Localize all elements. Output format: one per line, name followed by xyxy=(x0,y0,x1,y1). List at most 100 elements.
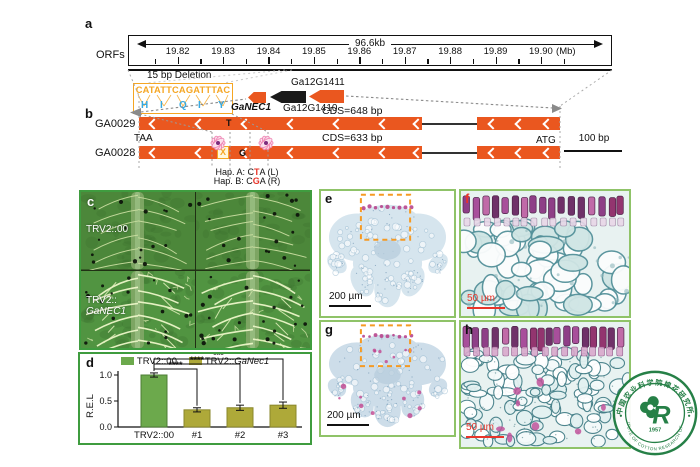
leaf-photo xyxy=(81,270,195,348)
ruler-minor-tick xyxy=(291,59,293,64)
scale-text: 50 µm xyxy=(467,293,495,304)
span-length-label: 96.6kb xyxy=(354,38,386,49)
svg-text:0.5: 0.5 xyxy=(99,396,112,406)
logo-year: 1957 xyxy=(649,428,661,434)
exon-chevron-icon xyxy=(487,117,499,130)
orfs-label: ORFs xyxy=(96,49,125,61)
bp-scale-label: 100 bp xyxy=(578,133,610,144)
panel-a-label: a xyxy=(85,16,93,31)
ruler-tick-label: 19.83 xyxy=(211,46,235,57)
flower-doodle-icon xyxy=(258,135,274,151)
scale-text: 200 µm xyxy=(329,291,363,302)
ruler-minor-tick xyxy=(336,59,338,64)
svg-text:R.E.L: R.E.L xyxy=(85,394,96,418)
scale-bar xyxy=(327,424,369,426)
ruler-tick-label: 19.84 xyxy=(256,46,281,57)
exon-chevron-icon xyxy=(542,146,554,159)
cds-label-648: CDS=648 bp xyxy=(322,105,383,117)
ga0028-intron-line xyxy=(422,152,477,154)
arrowhead-right-icon xyxy=(594,40,603,48)
exon-chevron-icon xyxy=(148,146,160,159)
exon-chevron-icon xyxy=(286,146,298,159)
legend-swatch-olive xyxy=(188,357,202,365)
panel-f-tissue-detail: f 50 µm xyxy=(459,189,631,318)
x-axis-label: #3 xyxy=(278,430,289,441)
ruler-minor-tick xyxy=(427,59,429,64)
haplotype-b-label: Hap. B: CGA (R) xyxy=(213,176,281,186)
exon-chevron-icon xyxy=(194,117,206,130)
exon-chevron-icon xyxy=(542,117,554,130)
svg-text:R: R xyxy=(652,401,671,429)
panel-b-label: b xyxy=(85,106,93,121)
significance-stars: **** xyxy=(168,360,183,370)
panel-c-label: c xyxy=(87,194,95,209)
ga12g1411-gene-arrow-icon xyxy=(309,90,344,103)
row-label-ga0028: GA0028 xyxy=(95,147,136,159)
exon-chevron-icon xyxy=(514,146,526,159)
exon-chevron-icon xyxy=(286,117,298,130)
deletion-sequence-box: CATATTCAGATTTAC H I Q I Y xyxy=(133,83,233,114)
ruler-tick xyxy=(268,57,270,64)
legend-swatch-green xyxy=(120,357,134,365)
ruler-minor-tick xyxy=(518,59,520,64)
treatment-label-silenced-gene: GaNEC1 xyxy=(86,306,127,317)
leaf-photo xyxy=(81,192,195,270)
ruler-tick xyxy=(495,57,497,64)
span-arrow: 96.6kb xyxy=(137,39,603,49)
ruler-tick xyxy=(540,57,543,64)
exon-chevron-icon xyxy=(240,117,252,130)
genomic-arrowhead-right-icon xyxy=(552,104,562,113)
snp-variant-g: G xyxy=(239,148,247,158)
ruler-minor-tick xyxy=(245,59,248,64)
micrograph-cross-section xyxy=(321,322,454,435)
amino-acid: I xyxy=(198,100,201,111)
ruler-tick-label: 19.89 xyxy=(483,46,508,57)
ruler-tick xyxy=(223,57,225,64)
start-codon-label: ATG xyxy=(536,135,556,146)
panel-d-expression-chart: d TRV2::00 TRV2::GaNec1 0.0 0.5 1.0 R.E.L TR… xyxy=(78,352,312,445)
bp-scale-bar xyxy=(564,150,622,152)
panel-c-leaf-images: c TRV2::00 TRV2:: GaNEC1 xyxy=(79,190,312,350)
exon-chevron-icon xyxy=(148,117,160,130)
panel-e-cross-section: e 200 µm xyxy=(319,189,456,318)
panel-f-label: f xyxy=(465,191,470,206)
scale-text: 200 µm xyxy=(327,410,361,421)
legend-item-silenced: TRV2::GaNec1 xyxy=(188,356,269,367)
ruler-tick xyxy=(450,57,452,64)
scale-bar xyxy=(466,436,504,438)
ga0029-exon-bar xyxy=(139,117,424,130)
panel-h-tissue-detail: h 50 µm xyxy=(459,320,631,449)
treatment-label-silenced-prefix: TRV2:: xyxy=(86,295,117,306)
exon-chevron-icon xyxy=(378,146,390,159)
cds-label-633: CDS=633 bp xyxy=(322,132,383,144)
ruler-unit-label: (Mb) xyxy=(556,46,576,57)
ruler-minor-tick xyxy=(200,59,202,64)
x-axis-label: TRV2::00 xyxy=(134,430,174,441)
ga0028-exon-bar xyxy=(139,146,424,159)
ruler-tick-label: 19.90 xyxy=(529,46,553,57)
ruler-tick-label: 19.85 xyxy=(302,46,326,57)
x-axis-label: #2 xyxy=(235,430,246,441)
arrowhead-left-icon xyxy=(137,40,146,48)
genomic-ruler: 96.6kb 19.82 19.83 19.84 19.85 19.86 19.87 19.… xyxy=(128,35,612,66)
ruler-tick xyxy=(404,57,406,64)
institute-logo: 中国农业科学院棉花研究所 INSTITUTE OF COTTON RESEARC… xyxy=(612,370,698,456)
ga0029-intron-line xyxy=(422,123,477,125)
deletion-label: 15 bp Deletion xyxy=(147,70,212,81)
micrograph-tissue xyxy=(461,322,629,447)
ruler-tick-label: 19.86 xyxy=(347,46,372,57)
amino-acid: H xyxy=(141,100,149,111)
logo-monogram-icon: R xyxy=(640,396,671,429)
bar xyxy=(140,374,168,428)
ga0028-exon-bar xyxy=(477,146,560,159)
micrograph-tissue xyxy=(461,191,629,316)
gene-label-ga12g1411: Ga12G1411 xyxy=(291,77,345,88)
row-label-ga0029: GA0029 xyxy=(95,118,136,130)
exon-chevron-icon xyxy=(487,146,499,159)
amino-acid: I xyxy=(160,100,163,111)
ruler-tick xyxy=(313,57,316,64)
exon-chevron-icon xyxy=(332,146,344,159)
significance-stars: **** xyxy=(190,355,205,365)
svg-text:0.0: 0.0 xyxy=(99,422,112,432)
